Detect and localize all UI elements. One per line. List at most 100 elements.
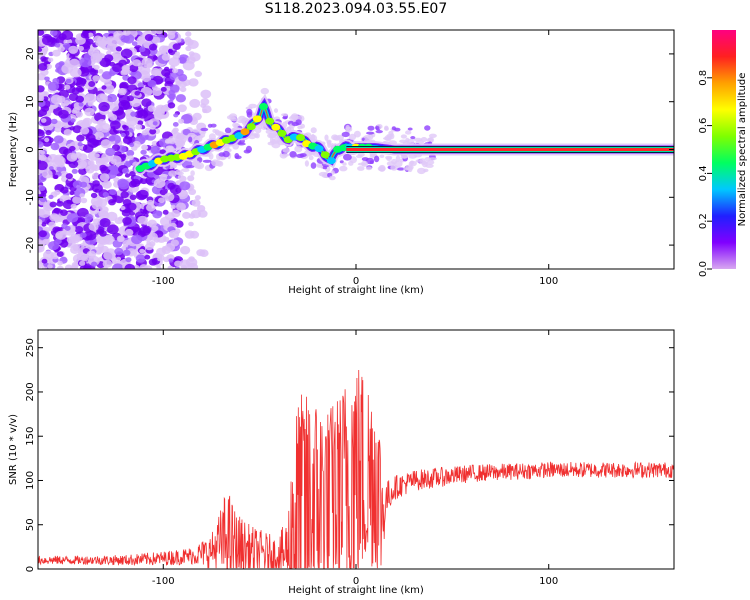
noise-speck (177, 104, 187, 113)
noise-speck (72, 196, 82, 204)
noise-speck (74, 226, 84, 234)
noise-speck (72, 107, 80, 113)
noise-speck (163, 236, 170, 242)
noise-speck (179, 259, 191, 269)
noise-speck (119, 81, 129, 90)
noise-speck (69, 190, 75, 196)
noise-speck (48, 241, 60, 251)
colorbar-label: Normalized spectral amplitude (737, 73, 748, 227)
noise-speck (78, 102, 84, 107)
ridge-speck (428, 133, 437, 138)
noise-speck (86, 250, 97, 259)
noise-speck (188, 221, 194, 227)
noise-speck (117, 178, 128, 188)
ridge-speck (356, 154, 363, 159)
noise-speck (41, 169, 53, 179)
noise-speck (77, 87, 85, 93)
noise-speck (149, 124, 156, 130)
noise-speck (137, 215, 148, 225)
noise-speck (88, 81, 96, 87)
ridge-speck (192, 160, 201, 167)
ridge-speck (391, 158, 398, 165)
noise-speck (104, 54, 114, 62)
noise-speck (84, 107, 95, 117)
noise-speck (124, 263, 136, 269)
noise-speck (40, 118, 47, 123)
noise-speck (99, 218, 111, 228)
noise-speck (53, 135, 64, 144)
noise-speck (179, 139, 185, 145)
noise-speck (131, 41, 138, 46)
noise-speck (80, 243, 85, 248)
ridge-blob (271, 123, 281, 131)
noise-speck (86, 38, 94, 45)
noise-speck (139, 248, 145, 254)
noise-speck (152, 55, 159, 61)
noise-speck (87, 32, 94, 38)
noise-speck (52, 49, 61, 57)
noise-speck (79, 265, 87, 269)
noise-speck (200, 103, 207, 108)
noise-speck (189, 52, 201, 62)
noise-speck (77, 142, 83, 147)
noise-speck (100, 139, 112, 149)
ridge-speck (310, 127, 317, 134)
ridge-speck (181, 168, 190, 173)
noise-speck (126, 149, 135, 157)
noise-speck (108, 103, 119, 112)
ridge-speck (254, 126, 262, 134)
noise-speck (75, 95, 84, 103)
snr-y-label: SNR (10 * v/v) (8, 414, 19, 485)
noise-speck (174, 220, 184, 228)
noise-speck (109, 114, 118, 121)
noise-speck (141, 130, 149, 136)
ridge-speck (329, 175, 336, 181)
noise-speck (98, 69, 104, 74)
noise-speck (99, 173, 110, 182)
noise-speck (135, 254, 146, 263)
noise-speck (91, 200, 103, 210)
noise-speck (126, 202, 137, 211)
noise-speck (91, 261, 98, 267)
noise-speck (108, 165, 114, 171)
ridge-speck (175, 169, 183, 175)
ridge-speck (400, 134, 407, 139)
ridge-speck (407, 165, 413, 173)
noise-speck (93, 131, 105, 141)
noise-speck (151, 30, 157, 35)
noise-speck (69, 145, 76, 152)
ridge-speck (339, 160, 344, 164)
noise-speck (161, 53, 171, 61)
noise-speck (143, 265, 153, 269)
ridge-speck (211, 159, 220, 167)
ridge-speck (185, 165, 195, 169)
noise-speck (100, 206, 109, 214)
noise-speck (112, 263, 124, 269)
spectrogram-y-label: Frequency (Hz) (8, 112, 19, 188)
noise-speck (58, 109, 69, 119)
noise-speck (72, 180, 83, 189)
ridge-blob (314, 145, 324, 153)
ridge-speck (426, 160, 435, 165)
colorbar-tick-label: 0.2 (698, 213, 709, 229)
noise-speck (175, 94, 186, 103)
noise-speck (97, 243, 104, 249)
noise-speck (68, 45, 79, 54)
ridge-speck (234, 153, 240, 159)
noise-speck (71, 235, 81, 244)
y-tick-label: 0 (25, 566, 36, 572)
noise-speck (38, 185, 46, 192)
y-tick-label: 150 (25, 427, 36, 446)
noise-speck (38, 141, 44, 148)
ridge-speck (290, 114, 299, 119)
noise-speck (114, 247, 124, 256)
ridge-speck (384, 135, 392, 142)
noise-speck (122, 136, 133, 144)
noise-speck (167, 182, 176, 190)
noise-speck (146, 241, 152, 245)
noise-speck (194, 70, 202, 77)
noise-speck (63, 129, 72, 136)
y-tick-label: -20 (25, 237, 36, 253)
noise-speck (127, 155, 134, 161)
noise-speck (38, 128, 43, 135)
